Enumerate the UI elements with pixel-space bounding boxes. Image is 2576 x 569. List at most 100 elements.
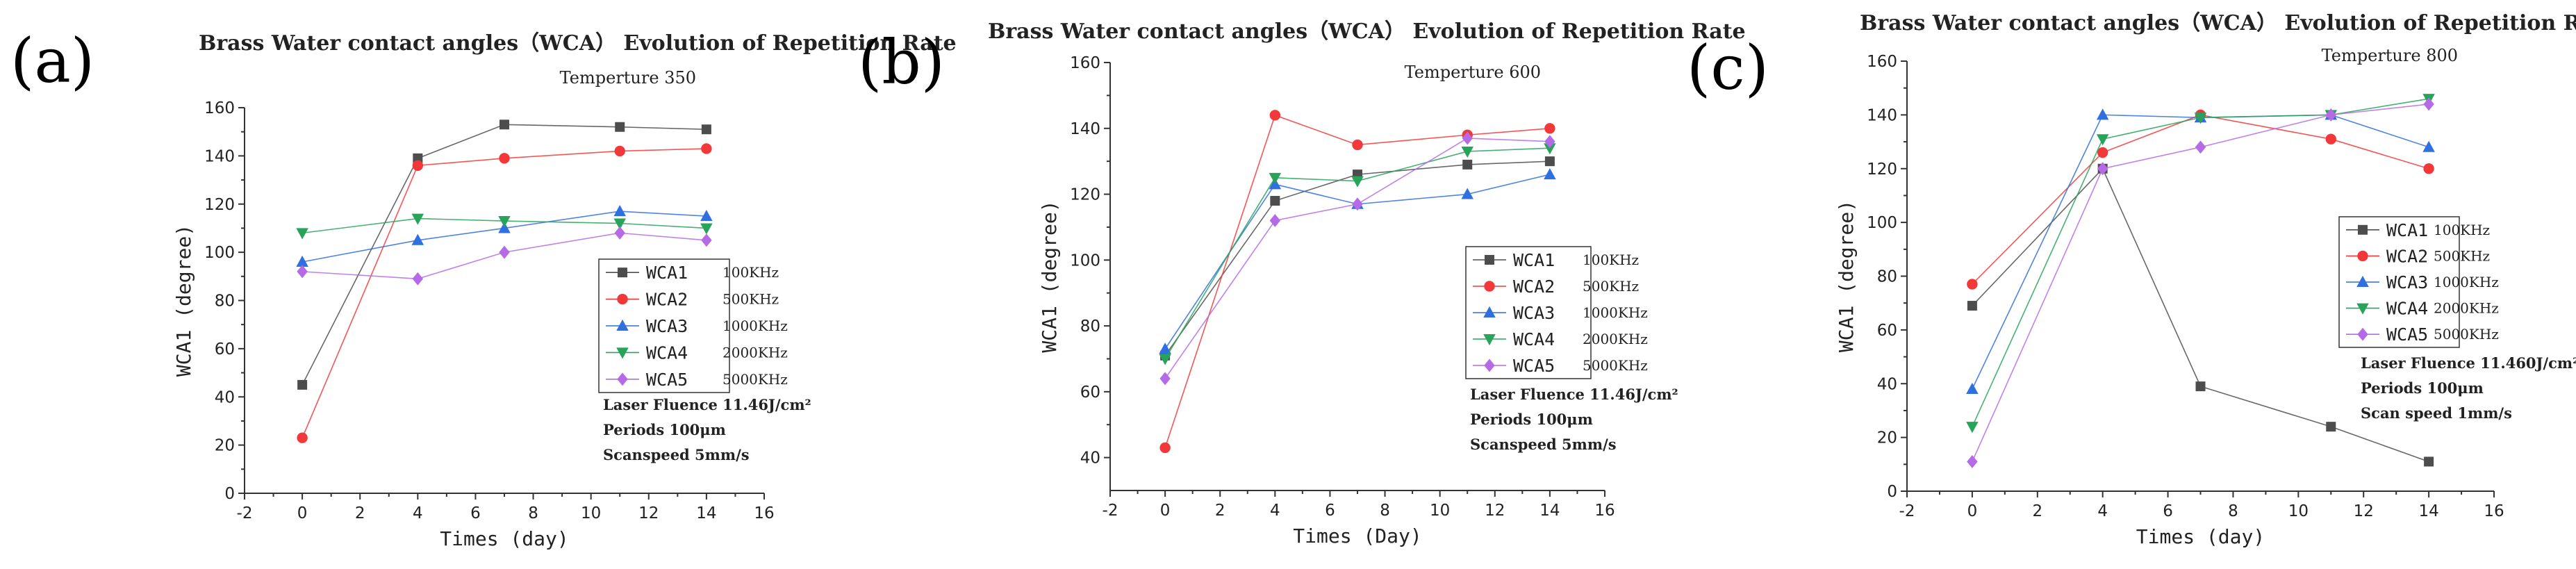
legend-label: WCA3 — [646, 316, 688, 336]
x-tick-label: -2 — [1899, 502, 1915, 520]
legend-frequency: 5000KHz — [2434, 326, 2499, 343]
x-tick-label: 4 — [2097, 502, 2108, 520]
x-tick-label: 6 — [2163, 502, 2173, 520]
data-point-wca5 — [1159, 372, 1171, 386]
x-tick-label: 8 — [2228, 502, 2238, 520]
y-tick-label: 40 — [1080, 450, 1100, 468]
panel-label: (b) — [858, 26, 945, 98]
temperature-label: Temperture 350 — [560, 68, 696, 88]
x-tick-label: 12 — [2354, 502, 2374, 520]
y-axis-title: WCA1 (degree) — [1038, 200, 1061, 352]
data-point-wca3 — [411, 233, 424, 245]
x-tick-label: 2 — [355, 504, 365, 522]
data-point-wca2 — [1967, 279, 1978, 290]
y-tick-label: 140 — [1070, 120, 1100, 138]
y-tick-label: 80 — [1080, 318, 1100, 336]
data-point-wca2 — [1544, 123, 1555, 134]
data-point-wca5 — [701, 233, 712, 247]
legend-frequency: 500KHz — [2434, 247, 2490, 264]
x-tick-label: 12 — [1485, 502, 1505, 520]
legend-marker — [2358, 224, 2368, 235]
data-point-wca1 — [615, 122, 625, 132]
data-point-wca3 — [1966, 382, 1979, 394]
data-point-wca2 — [1352, 139, 1363, 151]
legend-frequency: 5000KHz — [723, 371, 788, 388]
data-point-wca1 — [499, 119, 509, 130]
data-point-wca5 — [1967, 454, 1978, 468]
x-tick-label: 2 — [1215, 502, 1225, 520]
legend-frequency: 100KHz — [2434, 222, 2490, 238]
panel-label: (c) — [1687, 32, 1769, 104]
legend-frequency: 5000KHz — [1583, 357, 1648, 374]
data-point-wca1 — [2326, 422, 2336, 432]
data-point-wca5 — [412, 272, 424, 286]
legend-label: WCA1 — [2386, 220, 2428, 240]
data-point-wca4 — [1966, 422, 1979, 434]
data-point-wca4 — [411, 213, 424, 225]
data-point-wca5 — [1269, 213, 1281, 227]
data-point-wca2 — [701, 143, 712, 154]
data-point-wca1 — [1462, 159, 1473, 170]
data-point-wca5 — [2423, 97, 2434, 111]
x-tick-label: 0 — [1160, 502, 1171, 520]
legend-label: WCA1 — [646, 263, 688, 283]
annotation-text: Laser Fluence 11.46J/cm² — [1470, 386, 1678, 403]
legend-frequency: 2000KHz — [723, 344, 788, 361]
legend-frequency: 500KHz — [1583, 278, 1639, 295]
legend-frequency: 1000KHz — [723, 318, 788, 334]
annotation-text: Periods 100μm — [2361, 379, 2484, 397]
data-point-wca1 — [413, 153, 423, 163]
x-axis-title: Times (Day) — [1293, 525, 1421, 547]
y-tick-label: 160 — [204, 99, 235, 117]
chart-title: Brass Water contact angles（WCA） Evolutio… — [199, 31, 957, 56]
y-axis-title: WCA1 (degree) — [1835, 200, 1858, 352]
legend-marker — [616, 347, 629, 359]
data-point-wca4 — [1351, 176, 1364, 188]
legend-marker — [1483, 306, 1496, 318]
legend-marker — [616, 319, 629, 331]
x-axis-title: Times (day) — [440, 527, 568, 550]
y-tick-label: 100 — [1867, 214, 1897, 232]
data-point-wca2 — [2325, 133, 2336, 145]
y-tick-label: 160 — [1867, 53, 1897, 71]
legend-frequency: 2000KHz — [1583, 331, 1648, 347]
legend-marker — [617, 372, 628, 386]
legend-label: WCA2 — [2386, 246, 2428, 266]
data-point-wca4 — [2194, 113, 2207, 124]
x-tick-label: 16 — [1594, 502, 1615, 520]
x-tick-label: 6 — [470, 504, 481, 522]
data-point-wca2 — [1159, 442, 1171, 454]
legend-label: WCA2 — [646, 290, 688, 310]
data-point-wca1 — [1967, 301, 1977, 311]
legend-marker — [1484, 281, 1495, 292]
data-point-wca2 — [614, 145, 625, 157]
data-point-wca4 — [1461, 146, 1473, 158]
data-point-wca1 — [2195, 381, 2206, 392]
x-tick-label: 4 — [1270, 502, 1280, 520]
x-tick-label: 10 — [581, 504, 601, 522]
x-tick-label: 12 — [638, 504, 659, 522]
y-tick-label: 20 — [215, 437, 235, 455]
legend-label: WCA3 — [1513, 303, 1555, 323]
legend-marker — [2356, 275, 2369, 287]
annotation-text: Laser Fluence 11.46J/cm² — [603, 396, 811, 413]
legend-label: WCA5 — [646, 370, 688, 390]
data-point-wca5 — [2097, 162, 2108, 176]
x-tick-label: 14 — [696, 504, 716, 522]
y-tick-label: 140 — [1867, 106, 1897, 124]
data-point-wca4 — [1159, 354, 1171, 365]
data-point-wca4 — [700, 223, 713, 235]
x-tick-label: 14 — [2418, 502, 2438, 520]
legend-label: WCA4 — [2386, 299, 2428, 319]
y-tick-label: 120 — [204, 196, 235, 214]
legend-frequency: 1000KHz — [1583, 304, 1648, 321]
x-tick-label: -2 — [237, 504, 253, 522]
data-point-wca3 — [700, 209, 713, 222]
data-point-wca5 — [614, 226, 625, 240]
annotation-text: Scan speed 1mm/s — [2361, 404, 2512, 422]
y-tick-label: 120 — [1070, 186, 1100, 204]
legend-frequency: 100KHz — [1583, 251, 1639, 268]
annotation-text: Scanspeed 5mm/s — [1470, 436, 1617, 453]
legend-label: WCA2 — [1513, 277, 1555, 297]
